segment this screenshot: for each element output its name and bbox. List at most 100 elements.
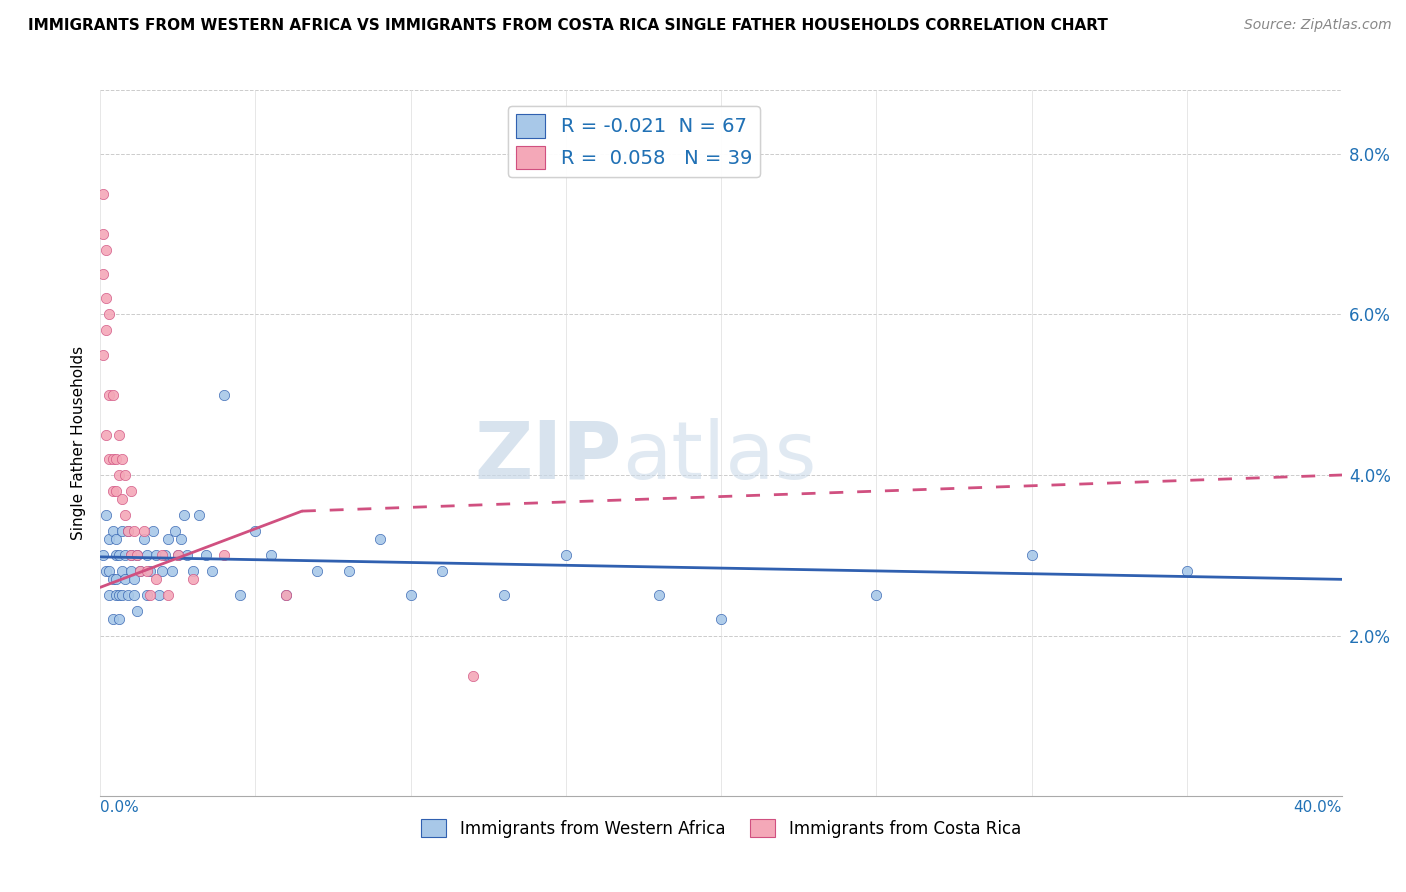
Point (150, 564, 173, 578)
Text: 0.0%: 0.0% (100, 799, 139, 814)
Point (98, 387, 121, 401)
Point (166, 548, 188, 562)
Point (1175, 564, 1198, 578)
Point (124, 572, 146, 586)
Point (96, 291, 118, 305)
Point (139, 588, 162, 602)
Point (96, 323, 118, 337)
Point (214, 548, 236, 562)
Point (492, 588, 515, 602)
Point (430, 564, 453, 578)
Point (260, 548, 283, 562)
Point (461, 669, 484, 683)
Point (132, 532, 155, 546)
Point (120, 483, 142, 498)
Point (276, 588, 298, 602)
Point (135, 548, 157, 562)
Y-axis label: Single Father Households: Single Father Households (72, 346, 86, 540)
Point (96, 564, 118, 578)
Point (150, 548, 173, 562)
Text: 40.0%: 40.0% (1294, 799, 1343, 814)
Point (337, 564, 360, 578)
Point (104, 588, 127, 602)
Text: atlas: atlas (621, 418, 815, 496)
Point (107, 588, 129, 602)
Point (111, 564, 134, 578)
Point (91, 186, 114, 201)
Point (145, 548, 167, 562)
Point (648, 588, 671, 602)
Point (710, 613, 733, 627)
Point (307, 564, 329, 578)
Point (107, 467, 129, 482)
Point (120, 548, 142, 562)
Point (117, 524, 139, 538)
Point (129, 564, 152, 578)
Point (145, 572, 167, 586)
Point (104, 572, 127, 586)
Point (114, 572, 136, 586)
Point (96, 243, 118, 257)
Point (117, 588, 139, 602)
Point (157, 588, 180, 602)
Point (163, 524, 186, 538)
Point (160, 564, 183, 578)
Point (127, 548, 149, 562)
Point (173, 508, 195, 522)
Point (132, 524, 155, 538)
Point (98, 588, 121, 602)
Point (155, 548, 177, 562)
Point (1021, 548, 1043, 562)
Point (104, 548, 127, 562)
Point (96, 427, 118, 442)
Point (91, 267, 114, 281)
Point (129, 564, 152, 578)
Point (91, 227, 114, 241)
Point (142, 524, 165, 538)
Point (98, 451, 121, 466)
Point (368, 532, 391, 546)
Point (107, 548, 129, 562)
Point (101, 387, 124, 401)
Point (98, 564, 121, 578)
Point (139, 564, 162, 578)
Point (114, 508, 136, 522)
Point (114, 548, 136, 562)
Point (554, 548, 576, 562)
Point (107, 427, 129, 442)
Point (98, 307, 121, 321)
Point (399, 588, 422, 602)
Point (124, 524, 146, 538)
Text: Source: ZipAtlas.com: Source: ZipAtlas.com (1244, 18, 1392, 32)
Point (148, 588, 170, 602)
Point (194, 548, 217, 562)
Point (176, 548, 198, 562)
Point (166, 548, 188, 562)
Point (111, 491, 134, 506)
Point (124, 588, 146, 602)
Point (104, 483, 127, 498)
Point (101, 451, 124, 466)
Point (104, 532, 127, 546)
Point (101, 613, 124, 627)
Point (181, 572, 204, 586)
Point (114, 467, 136, 482)
Point (91, 548, 114, 562)
Point (91, 347, 114, 361)
Text: ZIP: ZIP (474, 418, 621, 496)
Point (188, 508, 211, 522)
Legend: R = -0.021  N = 67, R =  0.058   N = 39: R = -0.021 N = 67, R = 0.058 N = 39 (509, 106, 761, 178)
Point (229, 588, 252, 602)
Point (117, 524, 139, 538)
Point (107, 613, 129, 627)
Point (135, 564, 157, 578)
Point (127, 604, 149, 618)
Point (135, 588, 157, 602)
Point (104, 451, 127, 466)
Point (157, 532, 180, 546)
Point (170, 532, 193, 546)
Point (101, 483, 124, 498)
Point (120, 548, 142, 562)
Point (120, 564, 142, 578)
Point (214, 387, 236, 401)
